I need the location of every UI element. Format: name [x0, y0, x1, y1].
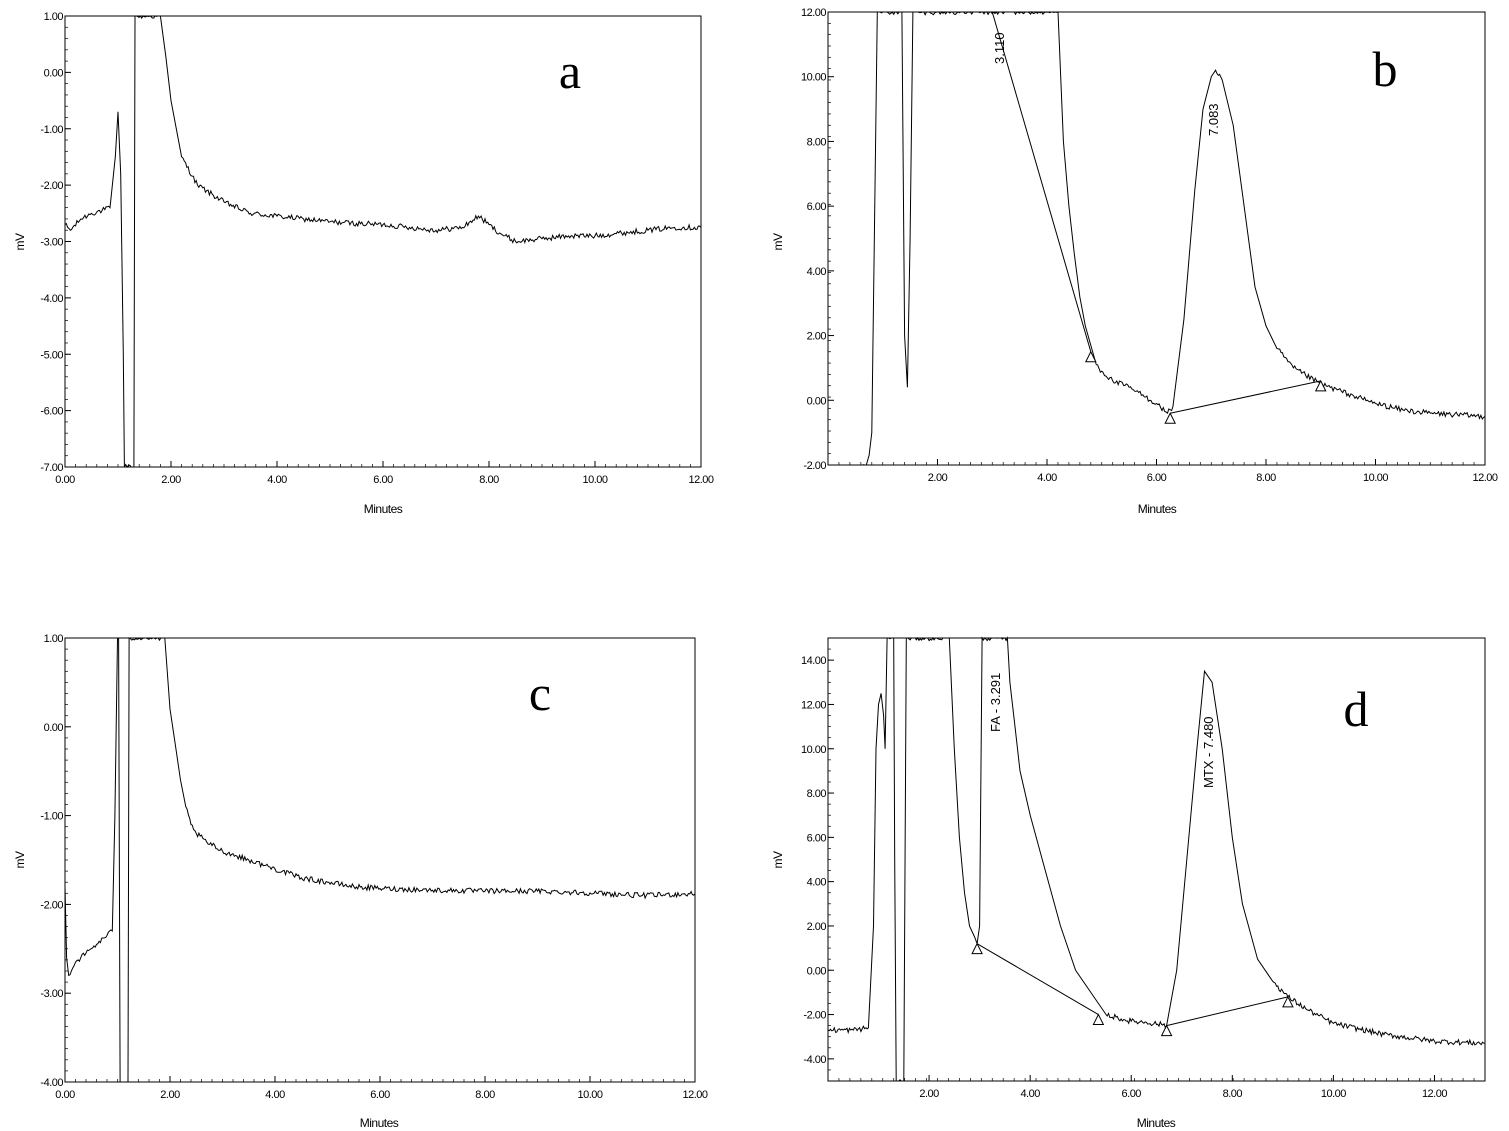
panel-d-x-tick-label: 2.00	[919, 1088, 939, 1100]
panel-b-y-tick-label: -2.00	[803, 460, 826, 472]
panel-d-y-tick-label: 8.00	[807, 788, 827, 800]
panel-c-ylabel: mV	[13, 851, 27, 868]
panel-d-x-tick-label: 10.00	[1321, 1088, 1346, 1100]
panel-c-y-tick-label: 0.00	[44, 722, 64, 734]
panel-c-y-tick-label: -4.00	[40, 1077, 63, 1089]
panel-c-trace	[64, 637, 696, 1083]
panel-d-y-tick-label: 4.00	[807, 877, 827, 889]
panel-d-y-tick-label: 6.00	[807, 832, 827, 844]
panel-c-y-tick-label: 1.00	[44, 633, 64, 645]
panel-b-y-tick-label: 12.00	[801, 7, 826, 19]
panel-b-y-tick-label: 8.00	[807, 136, 827, 148]
panel-d-peak-1-label: FA - 3.291	[988, 673, 1003, 732]
panel-d-y-tick-label: 12.00	[801, 699, 826, 711]
panel-b-y-tick-label: 2.00	[807, 331, 827, 343]
panel-b-x-tick-label: 12.00	[1472, 472, 1497, 484]
panel-c-x-tick-label: 2.00	[160, 1089, 180, 1101]
panel-a: a Minutes mV 0.00 2.00 4.00 6.00 8.00 10.00 12…	[13, 11, 714, 516]
panel-d-peak-2-baseline	[1166, 996, 1289, 1027]
panel-a-x-tick-label: 2.00	[161, 474, 181, 486]
panel-d-x-tick-label: 6.00	[1122, 1088, 1142, 1100]
panel-a-y-tick-label: -3.00	[40, 237, 63, 249]
panel-d: d Minutes mV FA - 3.291 MTX - 7.480 2.00…	[771, 636, 1486, 1130]
panel-d-xlabel: Minutes	[1137, 1116, 1176, 1130]
panel-d-baseline-marker	[1282, 995, 1294, 1008]
panel-a-x-tick-label: 8.00	[479, 474, 499, 486]
panel-c-letter: c	[529, 665, 551, 721]
panel-d-baseline-marker	[1092, 1013, 1105, 1026]
panel-b-baseline-marker	[1314, 379, 1327, 392]
panel-d-y-tick-label: 10.00	[801, 744, 826, 756]
panel-c-x-tick-label: 6.00	[370, 1089, 390, 1101]
panel-c-x-tick-label: 12.00	[682, 1089, 707, 1101]
panel-b-trace	[860, 11, 1486, 466]
panel-c-x-tick-label: 10.00	[577, 1089, 602, 1101]
panel-d-baseline-marker	[971, 942, 983, 955]
panel-b-letter: b	[1373, 41, 1398, 97]
panel-d-peak-2-label: MTX - 7.480	[1201, 716, 1216, 788]
panel-a-letter: a	[559, 43, 581, 99]
panel-c-x-tick-label: 8.00	[475, 1089, 495, 1101]
panel-a-x-tick-label: 0.00	[55, 474, 75, 486]
panel-a-y-tick-label: 0.00	[44, 67, 64, 79]
panel-b-peak-1-label: 3.110	[992, 32, 1007, 64]
panel-a-y-tick-label: -7.00	[40, 462, 63, 474]
panel-b-ylabel: mV	[771, 233, 785, 250]
panel-a-y-tick-label: -2.00	[40, 180, 63, 192]
panel-d-x-tick-label: 8.00	[1223, 1088, 1243, 1100]
panel-b-peak-1-baseline	[991, 11, 1092, 352]
panel-c-frame	[64, 637, 696, 1083]
panel-b-y-tick-label: 6.00	[807, 201, 827, 213]
panel-b-x-tick-label: 10.00	[1363, 472, 1388, 484]
panel-d-letter: d	[1344, 681, 1369, 737]
panel-d-ylabel: mV	[771, 851, 785, 868]
panel-b-y-tick-label: 0.00	[807, 395, 827, 407]
panel-a-y-tick-label: -1.00	[40, 124, 63, 136]
panel-d-x-tick-label: 4.00	[1020, 1088, 1040, 1100]
panel-d-trace	[827, 636, 1486, 1082]
panel-a-y-tick-label: 1.00	[44, 11, 64, 23]
panel-b-x-tick-label: 6.00	[1147, 472, 1167, 484]
panel-d-y-tick-label: 2.00	[807, 921, 827, 933]
panel-d-y-tick-label: 14.00	[801, 655, 826, 667]
panel-b-baseline-marker	[1084, 350, 1097, 363]
panel-b-x-tick-label: 2.00	[928, 472, 948, 484]
panel-c-y-tick-label: -2.00	[40, 899, 63, 911]
panel-b: b Minutes mV 3.110 7.083 2.00 4.00 6.00 8.0…	[771, 7, 1498, 516]
panel-a-frame	[64, 15, 702, 468]
panel-a-x-tick-label: 6.00	[373, 474, 393, 486]
panel-a-x-tick-label: 12.00	[688, 474, 713, 486]
panel-b-peak-2-baseline	[1170, 380, 1321, 414]
panel-c-y-tick-label: -1.00	[40, 811, 63, 823]
panel-a-xlabel: Minutes	[364, 502, 403, 516]
panel-d-frame	[827, 637, 1486, 1082]
panel-d-y-tick-label: 0.00	[807, 965, 827, 977]
panel-b-baseline-marker	[1164, 412, 1176, 424]
panel-d-y-tick-label: -4.00	[803, 1054, 826, 1066]
panel-a-y-tick-label: -6.00	[40, 406, 63, 418]
panel-b-y-tick-label: 10.00	[801, 72, 826, 84]
panel-b-x-tick-label: 4.00	[1037, 472, 1057, 484]
panel-d-peak-1-baseline	[976, 943, 1099, 1015]
panel-b-peak-2-label: 7.083	[1206, 103, 1221, 136]
panel-d-baseline-marker	[1160, 1024, 1173, 1037]
panel-c: c Minutes mV 0.00 2.00 4.00 6.00 8.00 10.00 12…	[13, 633, 708, 1130]
panel-b-xlabel: Minutes	[1138, 502, 1177, 516]
panel-b-y-tick-label: 4.00	[807, 266, 827, 278]
panel-c-x-tick-label: 4.00	[265, 1089, 285, 1101]
panel-d-y-tick-label: -2.00	[803, 1010, 826, 1022]
panel-a-y-tick-label: -4.00	[40, 293, 63, 305]
panel-c-xlabel: Minutes	[360, 1116, 399, 1130]
panel-a-x-tick-label: 4.00	[267, 474, 287, 486]
panel-a-trace	[64, 15, 702, 468]
panel-c-x-tick-label: 0.00	[55, 1089, 75, 1101]
panel-a-ylabel: mV	[13, 233, 27, 250]
panel-a-x-tick-label: 10.00	[582, 474, 607, 486]
panel-a-y-tick-label: -5.00	[40, 349, 63, 361]
panel-d-x-tick-label: 12.00	[1422, 1088, 1447, 1100]
panel-b-x-tick-label: 8.00	[1256, 472, 1276, 484]
panel-c-y-tick-label: -3.00	[40, 988, 63, 1000]
